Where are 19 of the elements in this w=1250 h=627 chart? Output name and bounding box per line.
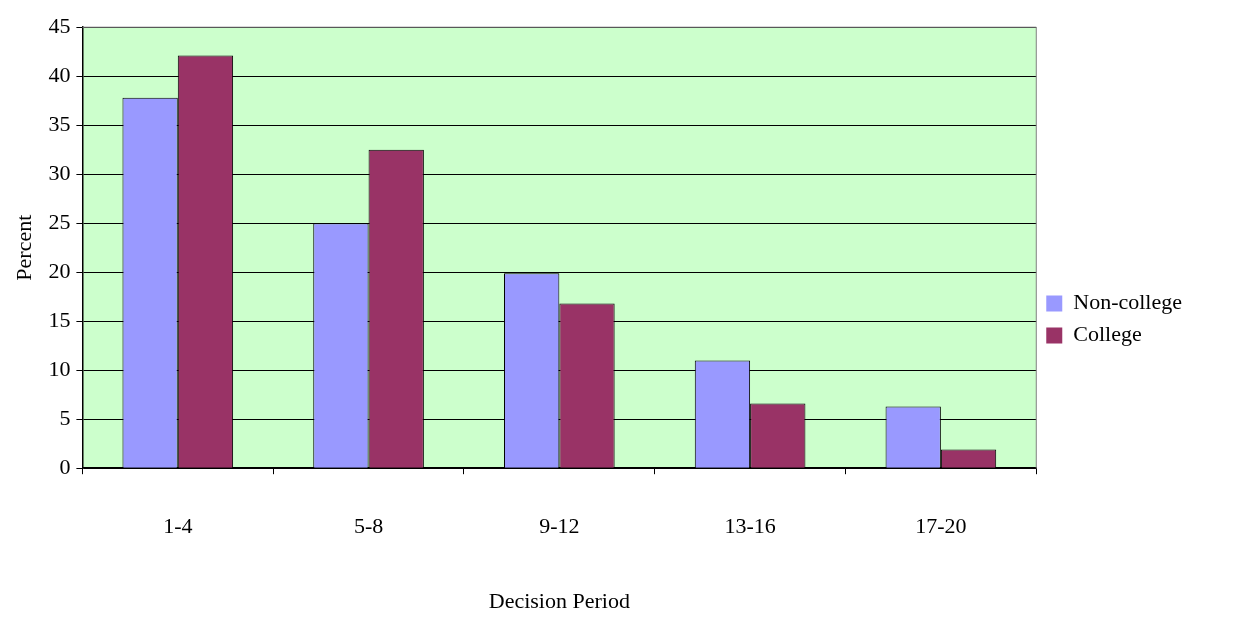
x-tick-label: 9-12: [539, 513, 580, 539]
x-tick-label: 5-8: [353, 513, 384, 539]
y-tick-label: 35: [48, 110, 71, 136]
y-tick-label: 30: [48, 159, 71, 185]
y-tick-label: 10: [48, 355, 71, 381]
y-tick-label: 40: [48, 61, 71, 87]
y-tick-label: 5: [59, 404, 71, 430]
y-tick-label: 20: [48, 257, 71, 283]
y-tick-label: 0: [59, 453, 71, 479]
legend-label: Non-college: [1073, 289, 1182, 315]
x-tick-label: 1-4: [163, 513, 193, 539]
y-tick-label: 45: [48, 12, 71, 38]
x-axis-title: Decision Period: [488, 587, 630, 613]
y-tick-label: 25: [48, 208, 71, 234]
legend-label: College: [1073, 321, 1142, 347]
y-axis-title: Percent: [10, 214, 36, 281]
x-tick-label: 13-16: [724, 513, 776, 539]
y-tick-label: 15: [48, 306, 71, 332]
x-tick-label: 17-20: [915, 513, 967, 539]
